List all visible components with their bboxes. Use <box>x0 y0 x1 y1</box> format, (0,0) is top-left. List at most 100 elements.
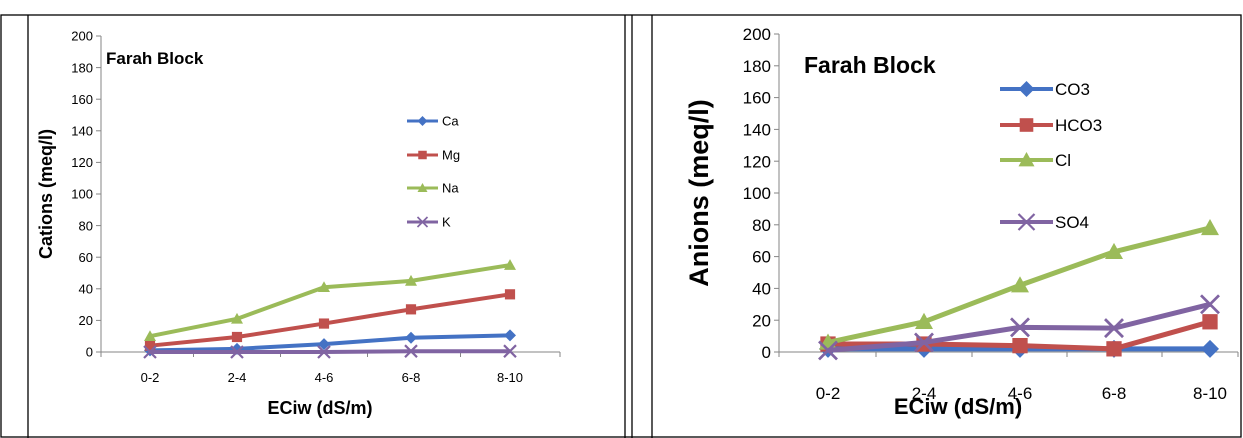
y-tick-label: 80 <box>752 216 771 235</box>
y-tick-label: 100 <box>743 184 771 203</box>
x-tick-label: 4-6 <box>315 370 334 385</box>
legend-entry: Na <box>407 181 459 196</box>
y-tick-label: 160 <box>71 92 93 107</box>
legend-swatch-marker <box>416 216 429 228</box>
y-tick-label: 0 <box>762 343 771 362</box>
data-point-marker <box>143 345 157 359</box>
legend-entry: Mg <box>407 148 460 163</box>
legend-label: Mg <box>442 148 460 163</box>
y-tick-label: 200 <box>743 25 771 44</box>
x-tick-label: 0-2 <box>141 370 160 385</box>
y-tick-label: 0 <box>86 345 93 360</box>
legend-label: CO3 <box>1055 80 1090 99</box>
data-point-marker <box>1106 341 1122 357</box>
data-point-marker <box>404 344 418 358</box>
legend-entry: K <box>407 215 451 230</box>
y-tick-label: 60 <box>752 248 771 267</box>
data-point-marker <box>1104 318 1124 339</box>
series-k <box>143 344 517 359</box>
y-tick-label: 180 <box>743 57 771 76</box>
data-point-marker <box>231 331 243 343</box>
x-tick-label: 4-6 <box>1008 384 1033 403</box>
x-tick-label: 2-4 <box>228 370 247 385</box>
data-point-marker <box>231 312 243 324</box>
data-point-marker <box>144 330 156 341</box>
y-tick-label: 200 <box>71 29 93 44</box>
series-mg <box>144 289 516 351</box>
anions-chart: 0 20 40 60 80 100 120 140 160 180 200 0-2 2-4 4-6 6-8 8… <box>684 25 1239 419</box>
data-point-marker <box>504 289 516 300</box>
data-point-marker <box>318 281 330 293</box>
legend-entry: CO3 <box>1000 80 1090 99</box>
chart-annotation: Farah Block <box>804 52 936 78</box>
y-tick-label: 60 <box>79 250 93 265</box>
x-tick-label: 6-8 <box>402 370 421 385</box>
y-tick-label: 140 <box>71 123 93 138</box>
y-tick-label: 100 <box>71 187 93 202</box>
y-tick-label: 140 <box>743 121 771 140</box>
data-point-marker <box>318 338 330 351</box>
y-tick-label: 80 <box>79 218 93 233</box>
data-point-marker <box>1202 314 1218 330</box>
legend-swatch-marker <box>417 183 428 192</box>
legend-entry: Cl <box>1000 151 1071 170</box>
data-point-marker <box>405 331 417 344</box>
legend-swatch-marker <box>418 150 427 160</box>
legend: Ca Mg Na K <box>407 114 460 230</box>
y-tick-label: 40 <box>79 281 93 296</box>
legend-entry: Ca <box>407 114 459 129</box>
y-tick-label: 120 <box>71 155 93 170</box>
cations-chart: 0 20 40 60 80 100 120 140 160 180 200 0-2 2-4 4-6 6-8 8… <box>36 29 561 418</box>
data-point-marker <box>405 274 417 286</box>
data-point-marker <box>914 332 934 353</box>
data-point-marker <box>1010 317 1030 338</box>
data-point-marker <box>230 345 244 359</box>
y-axis-title: Cations (meq/l) <box>36 129 56 259</box>
y-tick-label: 120 <box>743 152 771 171</box>
y-axis-title: Anions (meq/l) <box>684 99 714 287</box>
legend-entry: HCO3 <box>1000 116 1102 135</box>
legend-swatch-marker <box>1017 213 1036 231</box>
table-border <box>0 14 1242 438</box>
data-point-marker <box>915 312 933 329</box>
chart-annotation: Farah Block <box>106 49 204 68</box>
x-axis-title: ECiw (dS/m) <box>894 394 1022 419</box>
legend-swatch-marker <box>1018 81 1035 97</box>
legend-entry: SO4 <box>1000 213 1089 232</box>
legend-label: SO4 <box>1055 213 1089 232</box>
data-point-marker <box>1012 337 1028 354</box>
x-tick-label: 8-10 <box>1193 384 1227 403</box>
legend-label: Ca <box>442 114 459 129</box>
series-line <box>150 349 510 354</box>
data-point-marker <box>1200 294 1220 315</box>
data-point-marker <box>1011 276 1029 293</box>
data-point-marker <box>503 344 517 358</box>
legend-label: Na <box>442 181 459 196</box>
legend-label: K <box>442 215 451 230</box>
legend-swatch-marker <box>417 116 428 126</box>
data-point-marker <box>405 304 417 315</box>
y-tick-label: 180 <box>71 60 93 75</box>
series-line <box>149 333 511 353</box>
data-point-marker <box>504 259 516 270</box>
y-tick-label: 20 <box>79 313 93 328</box>
x-tick-label: 6-8 <box>1102 384 1127 403</box>
x-axis-title: ECiw (dS/m) <box>267 398 372 418</box>
data-point-marker <box>504 329 516 342</box>
legend-swatch-marker <box>1018 152 1035 167</box>
data-point-marker <box>818 340 838 361</box>
y-tick-label: 20 <box>752 311 771 330</box>
legend-label: HCO3 <box>1055 116 1102 135</box>
x-tick-label: 2-4 <box>912 384 937 403</box>
series-na <box>144 259 516 341</box>
data-point-marker <box>144 340 156 351</box>
legend-label: Cl <box>1055 151 1071 170</box>
data-point-marker <box>1105 242 1123 260</box>
x-tick-label: 8-10 <box>497 370 523 385</box>
data-point-marker <box>1201 339 1219 358</box>
series-so4 <box>818 294 1220 361</box>
data-point-marker <box>317 345 331 359</box>
y-tick-label: 160 <box>743 89 771 108</box>
